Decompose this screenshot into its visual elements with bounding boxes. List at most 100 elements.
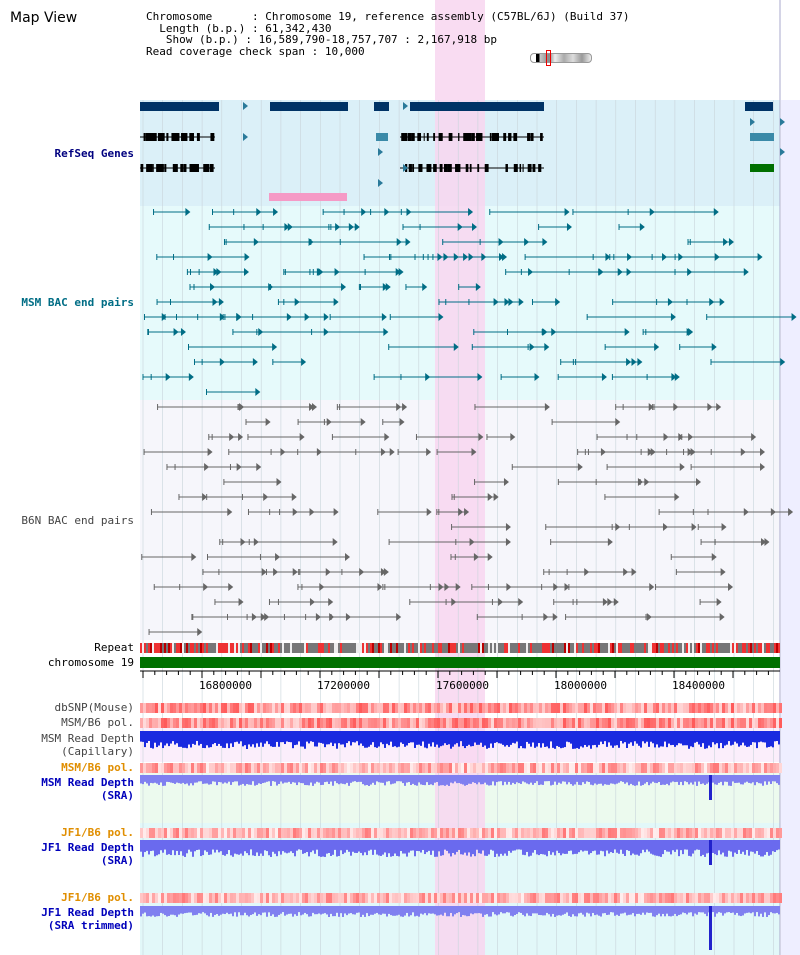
bac-pair-arrow [377,583,383,591]
read-depth-bar [528,840,530,857]
track-label-chromosome[interactable]: chromosome 19 [47,656,134,669]
polymorphism-cell [566,718,569,728]
track-label-msm-pol-2[interactable]: MSM/B6 pol. [61,761,134,774]
polymorphism-cell [503,703,506,713]
read-depth-bar [610,731,612,746]
polymorphism-cell [758,828,761,838]
polymorphism-cell [485,763,488,773]
read-depth-bar [240,840,242,854]
read-depth-bar [236,906,238,917]
read-depth-bar [732,731,734,745]
polymorphism-cell [623,763,626,773]
repeat-mark [736,643,738,653]
read-depth-bar [716,731,718,744]
read-depth-bar [352,906,354,915]
read-depth-bar [170,840,172,856]
read-depth-bar [634,906,636,917]
polymorphism-cell [554,718,557,728]
track-label-refseq[interactable]: RefSeq Genes [54,147,134,160]
track-label-jf1-pol[interactable]: JF1/B6 pol. [61,826,134,839]
read-depth-bar [298,731,300,742]
chromosome-ideogram[interactable] [530,53,592,63]
polymorphism-cell [716,828,719,838]
track-label-jf1-trim[interactable]: JF1 Read Depth [41,906,134,919]
polymorphism-cell [398,718,401,728]
read-depth-bar [236,775,238,782]
read-depth-bar [262,731,264,747]
read-depth-bar [370,731,372,745]
polymorphism-cell [644,763,647,773]
track-label-b6n-bac[interactable]: B6N BAC end pairs [21,514,134,527]
bac-pair-arrow [605,253,611,261]
read-depth-bar [282,840,284,852]
polymorphism-cell [161,763,164,773]
read-depth-bar [418,840,420,852]
polymorphism-cell [290,718,293,728]
read-depth-bar [146,731,148,743]
read-depth-bar [322,840,324,857]
read-depth-bar [394,731,396,747]
repeat-mark [662,643,664,653]
read-depth-bar [184,731,186,748]
read-depth-bar [206,840,208,852]
repeat-mark [354,643,356,653]
repeat-mark [400,643,402,653]
track-label-msm-depth-cap[interactable]: MSM Read Depth [41,732,134,745]
polymorphism-cell [515,703,518,713]
polymorphism-cell [332,893,335,903]
track-label-jf1-pol-2[interactable]: JF1/B6 pol. [61,891,134,904]
read-depth-bar [412,775,414,784]
ideogram-position-marker[interactable] [546,50,551,66]
read-depth-bar [174,731,176,745]
read-depth-bar [408,906,410,917]
read-depth-bar [180,906,182,914]
repeat-mark [296,643,298,653]
read-depth-bar [414,731,416,748]
track-label-msm-bac[interactable]: MSM BAC end pairs [21,296,134,309]
read-depth-bar [328,840,330,854]
polymorphism-cell [560,703,563,713]
read-depth-bar [680,840,682,851]
track-label-dbsnp[interactable]: dbSNP(Mouse) [54,701,134,714]
polymorphism-cell [533,763,536,773]
read-depth-bar [652,840,654,855]
polymorphism-cell [674,718,677,728]
read-depth-bar [756,840,758,852]
polymorphism-cell [647,703,650,713]
repeat-mark [170,643,172,653]
highlight-region [435,0,485,955]
polymorphism-cell [242,718,245,728]
polymorphism-cell [218,763,221,773]
read-depth-bar [464,775,466,786]
polymorphism-cell [683,718,686,728]
read-depth-bar [280,906,282,914]
read-depth-bar [520,906,522,913]
polymorphism-cell [179,703,182,713]
polymorphism-cell [161,703,164,713]
bac-pair-arrow [209,283,215,291]
track-label-repeat[interactable]: Repeat [94,641,134,654]
read-depth-bar [306,775,308,786]
repeat-mark [758,643,760,653]
chromosome-value: Chromosome 19, reference assembly (C57BL… [265,10,630,23]
polymorphism-cell [560,763,563,773]
read-depth-bar [328,731,330,745]
read-depth-bar [682,840,684,855]
polymorphism-cell [641,763,644,773]
repeat-mark [230,643,232,653]
read-depth-bar [482,840,484,851]
read-depth-bar [732,775,734,782]
track-label-msm-pol[interactable]: MSM/B6 pol. [61,716,134,729]
read-depth-bar [464,840,466,853]
read-depth-bar [286,775,288,783]
read-depth-bar [512,731,514,743]
read-depth-bar [230,775,232,785]
polymorphism-cell [323,763,326,773]
track-label-jf1-depth-sra[interactable]: JF1 Read Depth [41,841,134,854]
read-depth-bar [562,906,564,915]
repeat-mark [306,643,308,653]
polymorphism-cell [527,828,530,838]
track-label-msm-depth-sra[interactable]: MSM Read Depth [41,776,134,789]
read-depth-bar [444,906,446,913]
